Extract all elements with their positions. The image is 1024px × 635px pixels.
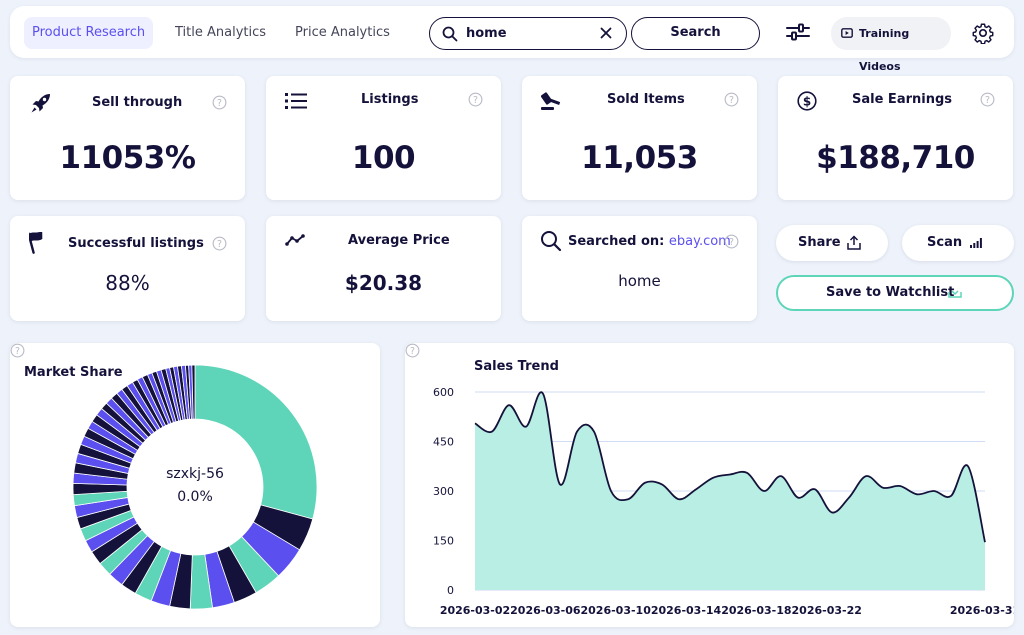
- list-icon: [285, 93, 307, 109]
- help-icon[interactable]: ?: [724, 92, 739, 107]
- average-price-value: $20.38: [344, 271, 423, 295]
- search-box: [429, 17, 627, 50]
- svg-text:?: ?: [217, 98, 222, 109]
- help-icon[interactable]: ?: [468, 92, 483, 107]
- x-tick-label: 2026-03-14: [651, 604, 722, 617]
- listings-value: 100: [351, 140, 416, 176]
- tab-price-analytics[interactable]: Price Analytics: [295, 25, 390, 40]
- sales-trend-area: [475, 392, 985, 590]
- x-tick-label: 2026-03-18: [721, 604, 791, 617]
- sell-through-title: Sell through: [92, 95, 183, 110]
- trend-line-icon: [285, 234, 305, 246]
- y-tick-label: 0: [447, 584, 454, 597]
- sale-earnings-title: Sale Earnings: [852, 92, 953, 107]
- x-tick-label: 2026-03-31: [950, 604, 1014, 617]
- gavel-icon: [541, 92, 561, 110]
- help-icon[interactable]: ?: [980, 92, 995, 107]
- scan-button[interactable]: Scan: [902, 225, 1014, 261]
- x-tick-label: 2026-03-06: [510, 604, 581, 617]
- svg-text:?: ?: [985, 95, 990, 106]
- sold-items-value: 11,053: [581, 140, 698, 176]
- market-share-donut-chart: szxkj-56 0.0%: [72, 364, 318, 610]
- dollar-circle-icon: $: [797, 91, 817, 111]
- sale-earnings-value: $188,710: [816, 140, 975, 176]
- top-nav-bar: Product Research Title Analytics Price A…: [10, 6, 1014, 73]
- clear-search-icon[interactable]: [600, 27, 612, 39]
- settings-gear-icon[interactable]: [972, 22, 994, 44]
- tab-product-research[interactable]: Product Research: [24, 17, 154, 49]
- y-tick-label: 450: [433, 436, 454, 449]
- search-button[interactable]: Search: [631, 17, 760, 50]
- sell-through-value: 11053%: [59, 140, 196, 176]
- tray-download-icon: [948, 290, 962, 298]
- donut-center-label: szxkj-56: [166, 466, 224, 482]
- market-share-title: Market Share: [24, 365, 123, 380]
- help-icon[interactable]: ?: [10, 343, 25, 358]
- donut-segment-50[interactable]: [191, 364, 196, 420]
- tab-title-analytics[interactable]: Title Analytics: [175, 25, 267, 40]
- y-tick-label: 300: [433, 485, 454, 498]
- filter-sliders-icon[interactable]: [786, 22, 810, 42]
- share-button[interactable]: Share: [776, 225, 888, 261]
- search-query-value: home: [618, 272, 661, 290]
- help-icon[interactable]: ?: [212, 236, 227, 251]
- svg-text:$: $: [803, 94, 811, 108]
- y-tick-label: 600: [433, 386, 454, 399]
- scan-label: Scan: [927, 235, 963, 250]
- sales-trend-line: [474, 391, 986, 543]
- svg-text:?: ?: [729, 95, 734, 106]
- successful-listings-card: Successful listings ? 88%: [10, 216, 245, 321]
- searched-on-title: Searched on: ebay.com: [568, 234, 731, 249]
- market-share-panel: Market Share ? szxkj-56 0.0%: [10, 343, 380, 627]
- sales-trend-title: Sales Trend: [474, 359, 559, 374]
- svg-text:?: ?: [410, 346, 415, 357]
- sale-earnings-card: $ Sale Earnings ? $188,710: [778, 76, 1013, 200]
- flag-icon: [29, 232, 43, 254]
- searched-on-label: Searched on:: [568, 234, 665, 249]
- share-upload-icon: [847, 235, 861, 250]
- listings-card: Listings ? 100: [266, 76, 501, 200]
- svg-text:?: ?: [473, 95, 478, 106]
- listings-title: Listings: [361, 92, 419, 107]
- help-icon[interactable]: ?: [212, 95, 227, 110]
- sales-trend-panel: Sales Trend ? 0 150 300 450 600 2026-03-02 20…: [405, 343, 1014, 627]
- training-videos-label: Training Videos: [859, 27, 910, 73]
- average-price-title: Average Price: [348, 233, 450, 248]
- sold-items-card: Sold Items ? 11,053: [522, 76, 757, 200]
- x-tick-label: 2026-03-10: [581, 604, 652, 617]
- help-icon[interactable]: ?: [405, 343, 420, 358]
- save-to-watchlist-button[interactable]: Save to Watchlist: [776, 275, 1014, 311]
- svg-text:?: ?: [217, 239, 222, 250]
- successful-listings-value: 88%: [105, 271, 150, 295]
- marketplace-link[interactable]: ebay.com: [668, 234, 731, 249]
- searched-on-card: Searched on: ebay.com ? home: [522, 216, 757, 321]
- training-videos-button[interactable]: Training Videos: [831, 17, 951, 73]
- search-input[interactable]: [466, 23, 592, 43]
- sold-items-title: Sold Items: [607, 92, 685, 107]
- svg-text:?: ?: [15, 346, 20, 357]
- successful-listings-title: Successful listings: [68, 236, 204, 251]
- y-tick-label: 150: [433, 535, 454, 548]
- donut-center-value: 0.0%: [177, 489, 213, 505]
- sell-through-card: Sell through ? 11053%: [10, 76, 245, 200]
- rocket-icon: [31, 94, 50, 113]
- help-icon[interactable]: ?: [724, 234, 739, 249]
- video-play-icon: [841, 28, 853, 38]
- svg-text:?: ?: [729, 237, 734, 248]
- search-icon: [541, 231, 562, 252]
- donut-segment-1[interactable]: [194, 364, 318, 520]
- watchlist-label: Save to Watchlist: [826, 285, 955, 300]
- search-icon: [442, 26, 458, 42]
- x-tick-label: 2026-03-02: [440, 604, 510, 617]
- average-price-card: Average Price $20.38: [266, 216, 501, 321]
- signal-bars-icon: [970, 238, 982, 248]
- share-label: Share: [798, 235, 841, 250]
- x-tick-label: 2026-03-22: [792, 604, 862, 617]
